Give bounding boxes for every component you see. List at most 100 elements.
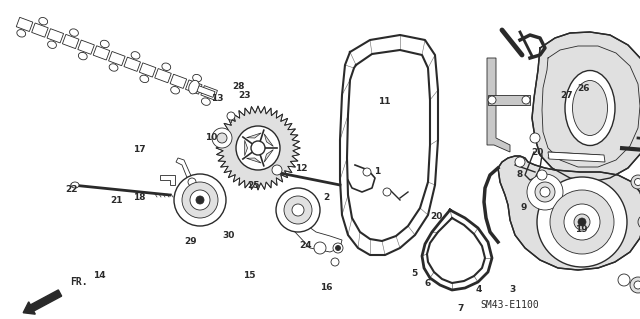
Text: 7: 7 [458,304,464,313]
Circle shape [540,187,550,197]
Text: 24: 24 [300,241,312,250]
Circle shape [530,133,540,143]
Ellipse shape [17,30,26,37]
Circle shape [634,179,640,186]
Text: 25: 25 [247,181,260,189]
Text: 2: 2 [323,193,330,202]
Polygon shape [244,140,248,156]
Polygon shape [532,32,640,182]
Polygon shape [93,46,109,60]
Text: 21: 21 [110,197,123,205]
Ellipse shape [39,18,47,25]
Circle shape [212,128,232,148]
Circle shape [535,182,555,202]
Text: 13: 13 [211,94,224,103]
Circle shape [276,188,320,232]
Ellipse shape [47,41,56,48]
Polygon shape [295,224,342,252]
Polygon shape [124,57,141,71]
Polygon shape [78,40,94,54]
Polygon shape [63,34,79,48]
Circle shape [638,215,640,229]
Polygon shape [155,69,172,83]
Ellipse shape [565,70,615,145]
Text: 9: 9 [520,204,527,212]
Polygon shape [488,95,530,105]
Polygon shape [264,134,273,146]
Circle shape [190,190,210,210]
Circle shape [537,177,627,267]
Circle shape [634,281,640,289]
Text: 11: 11 [378,97,390,106]
Polygon shape [140,63,156,77]
Circle shape [488,96,496,104]
Circle shape [574,214,590,230]
Circle shape [630,277,640,293]
Text: 5: 5 [412,269,418,278]
Text: 8: 8 [516,170,523,179]
Polygon shape [246,133,261,138]
Circle shape [236,126,280,170]
Circle shape [631,175,640,189]
Ellipse shape [109,64,118,71]
Ellipse shape [573,80,607,136]
Circle shape [550,190,614,254]
Ellipse shape [162,63,171,70]
Circle shape [227,112,235,120]
Text: 18: 18 [133,193,146,202]
Text: 23: 23 [238,91,251,100]
Text: 4: 4 [476,285,482,294]
Circle shape [578,218,586,226]
Text: 30: 30 [222,231,235,240]
Text: 1: 1 [374,167,381,176]
Polygon shape [160,175,175,185]
Text: 15: 15 [243,271,256,280]
Circle shape [363,168,371,176]
Circle shape [251,141,265,155]
Polygon shape [47,29,63,43]
Circle shape [174,174,226,226]
Polygon shape [487,58,510,152]
Circle shape [564,204,600,240]
Ellipse shape [70,29,78,36]
Circle shape [284,196,312,224]
Text: 14: 14 [93,271,106,280]
Text: 22: 22 [65,185,78,194]
Text: 28: 28 [232,82,244,91]
Polygon shape [170,74,187,88]
Circle shape [537,170,547,180]
Text: 19: 19 [575,225,588,234]
Polygon shape [201,85,218,100]
Text: 10: 10 [205,133,218,142]
Ellipse shape [131,52,140,59]
Circle shape [188,178,196,186]
Circle shape [335,246,340,250]
Circle shape [314,242,326,254]
Circle shape [331,258,339,266]
Ellipse shape [78,52,87,60]
Text: 29: 29 [184,237,197,246]
Circle shape [217,133,227,143]
Text: SM43-E1100: SM43-E1100 [480,300,539,310]
Polygon shape [548,152,605,162]
Polygon shape [186,80,202,94]
Text: 20: 20 [430,212,443,221]
Polygon shape [246,158,261,163]
Ellipse shape [193,74,202,82]
Polygon shape [197,86,215,97]
Polygon shape [16,17,33,32]
Ellipse shape [171,86,179,94]
Ellipse shape [140,75,148,83]
Text: 17: 17 [133,145,146,154]
Polygon shape [216,106,300,190]
Polygon shape [264,150,273,162]
Circle shape [182,182,218,218]
Ellipse shape [202,98,211,105]
Text: 27: 27 [561,91,573,100]
Text: 20: 20 [531,148,544,157]
Circle shape [383,188,391,196]
Circle shape [333,243,343,253]
Circle shape [515,157,525,167]
Text: 16: 16 [320,283,333,292]
Circle shape [196,196,204,204]
